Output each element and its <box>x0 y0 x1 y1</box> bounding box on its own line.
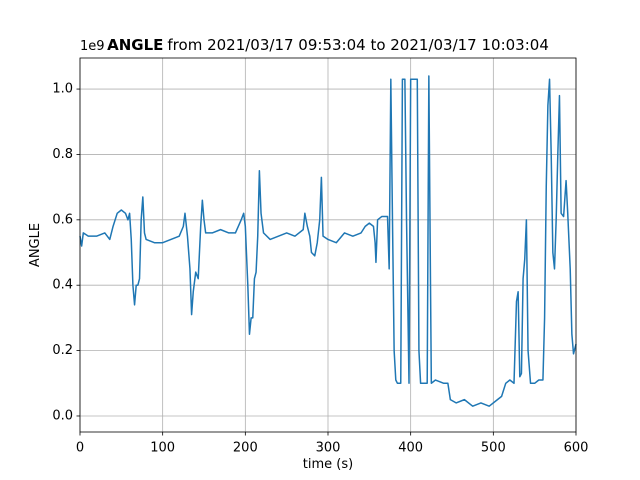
x-tick-label: 500 <box>481 441 506 456</box>
y-tick-label: 0.0 <box>52 408 73 423</box>
y-offset-label: 1e9 <box>80 39 105 54</box>
title-bold: ANGLE <box>107 36 163 54</box>
y-tick-label: 1.0 <box>52 82 73 97</box>
y-axis-label: ANGLE <box>28 223 43 267</box>
x-axis-label: time (s) <box>303 457 353 472</box>
x-tick-label: 0 <box>76 441 84 456</box>
title-rest: from 2021/03/17 09:53:04 to 2021/03/17 1… <box>167 36 548 54</box>
y-tick-label: 0.4 <box>52 278 73 293</box>
axes-frame <box>79 57 577 433</box>
y-tick-label: 0.2 <box>52 343 73 358</box>
data-line <box>79 75 577 407</box>
x-tick-label: 600 <box>564 441 589 456</box>
y-tick-label: 0.8 <box>52 147 73 162</box>
x-tick-label: 200 <box>233 441 258 456</box>
x-tick-label: 300 <box>316 441 341 456</box>
y-tick-label: 0.6 <box>52 212 73 227</box>
x-tick-label: 400 <box>398 441 423 456</box>
x-tick-label: 100 <box>150 441 175 456</box>
chart-title: ANGLE from 2021/03/17 09:53:04 to 2021/03… <box>107 36 549 54</box>
